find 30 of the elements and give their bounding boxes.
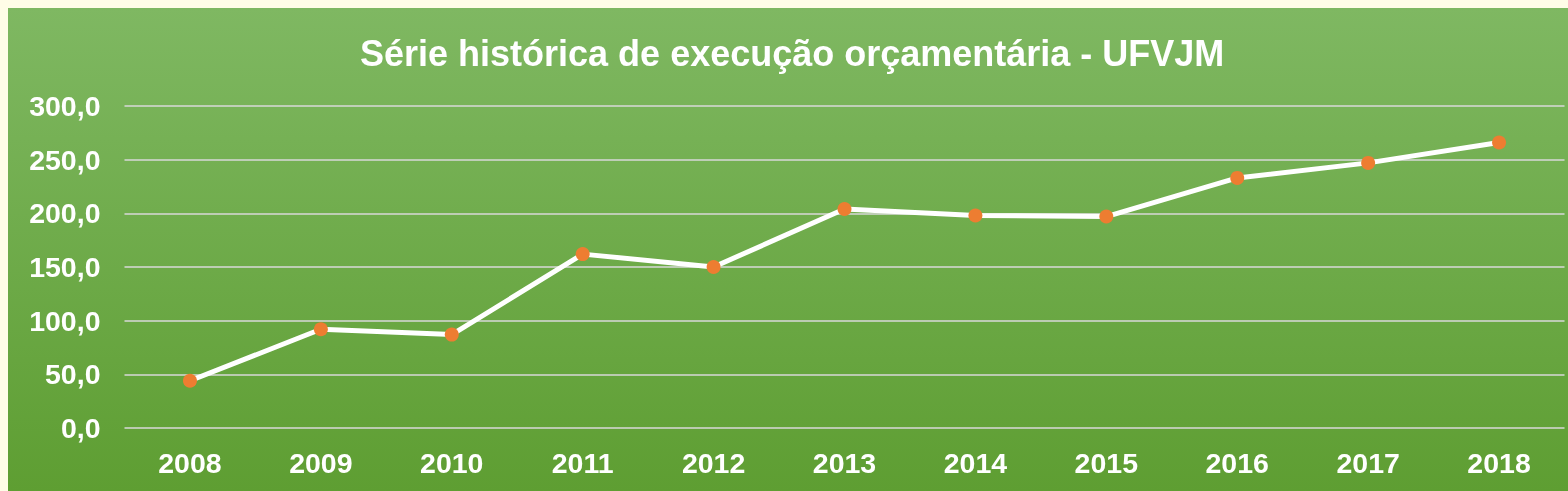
x-tick-label: 2012 (681, 446, 746, 479)
y-tick-label: 300,0 (29, 90, 101, 122)
y-tick-label: 100,0 (29, 304, 101, 337)
point (1492, 135, 1507, 150)
y-tick-label: 0,0 (60, 412, 101, 444)
point (837, 202, 852, 217)
x-tick-label: 2009 (289, 446, 353, 479)
x-tick-label: 2015 (1074, 446, 1139, 479)
y-tick-label: 250,0 (29, 143, 101, 176)
point (575, 247, 590, 262)
point (182, 373, 197, 388)
point (313, 322, 328, 337)
point (968, 208, 983, 223)
point (444, 327, 459, 342)
x-tick-label: 2016 (1205, 446, 1269, 479)
x-tick-label: 2008 (158, 446, 222, 479)
x-tick-label: 2018 (1467, 446, 1531, 479)
x-tick-label: 2013 (812, 446, 877, 479)
point (1230, 170, 1245, 185)
y-tick-label: 200,0 (29, 197, 101, 230)
point (1361, 155, 1376, 170)
point (706, 260, 721, 274)
chart-title: Série histórica de execução orçamentária - UFVJM (360, 32, 1225, 74)
y-tick-label: 150,0 (29, 251, 101, 283)
x-tick-label: 2011 (551, 446, 614, 479)
x-tick-label: 2010 (420, 446, 484, 479)
x-tick-label: 2017 (1336, 446, 1400, 479)
point (1099, 209, 1114, 224)
y-tick-label: 50,0 (45, 358, 101, 391)
x-tick-label: 2014 (943, 446, 1008, 479)
